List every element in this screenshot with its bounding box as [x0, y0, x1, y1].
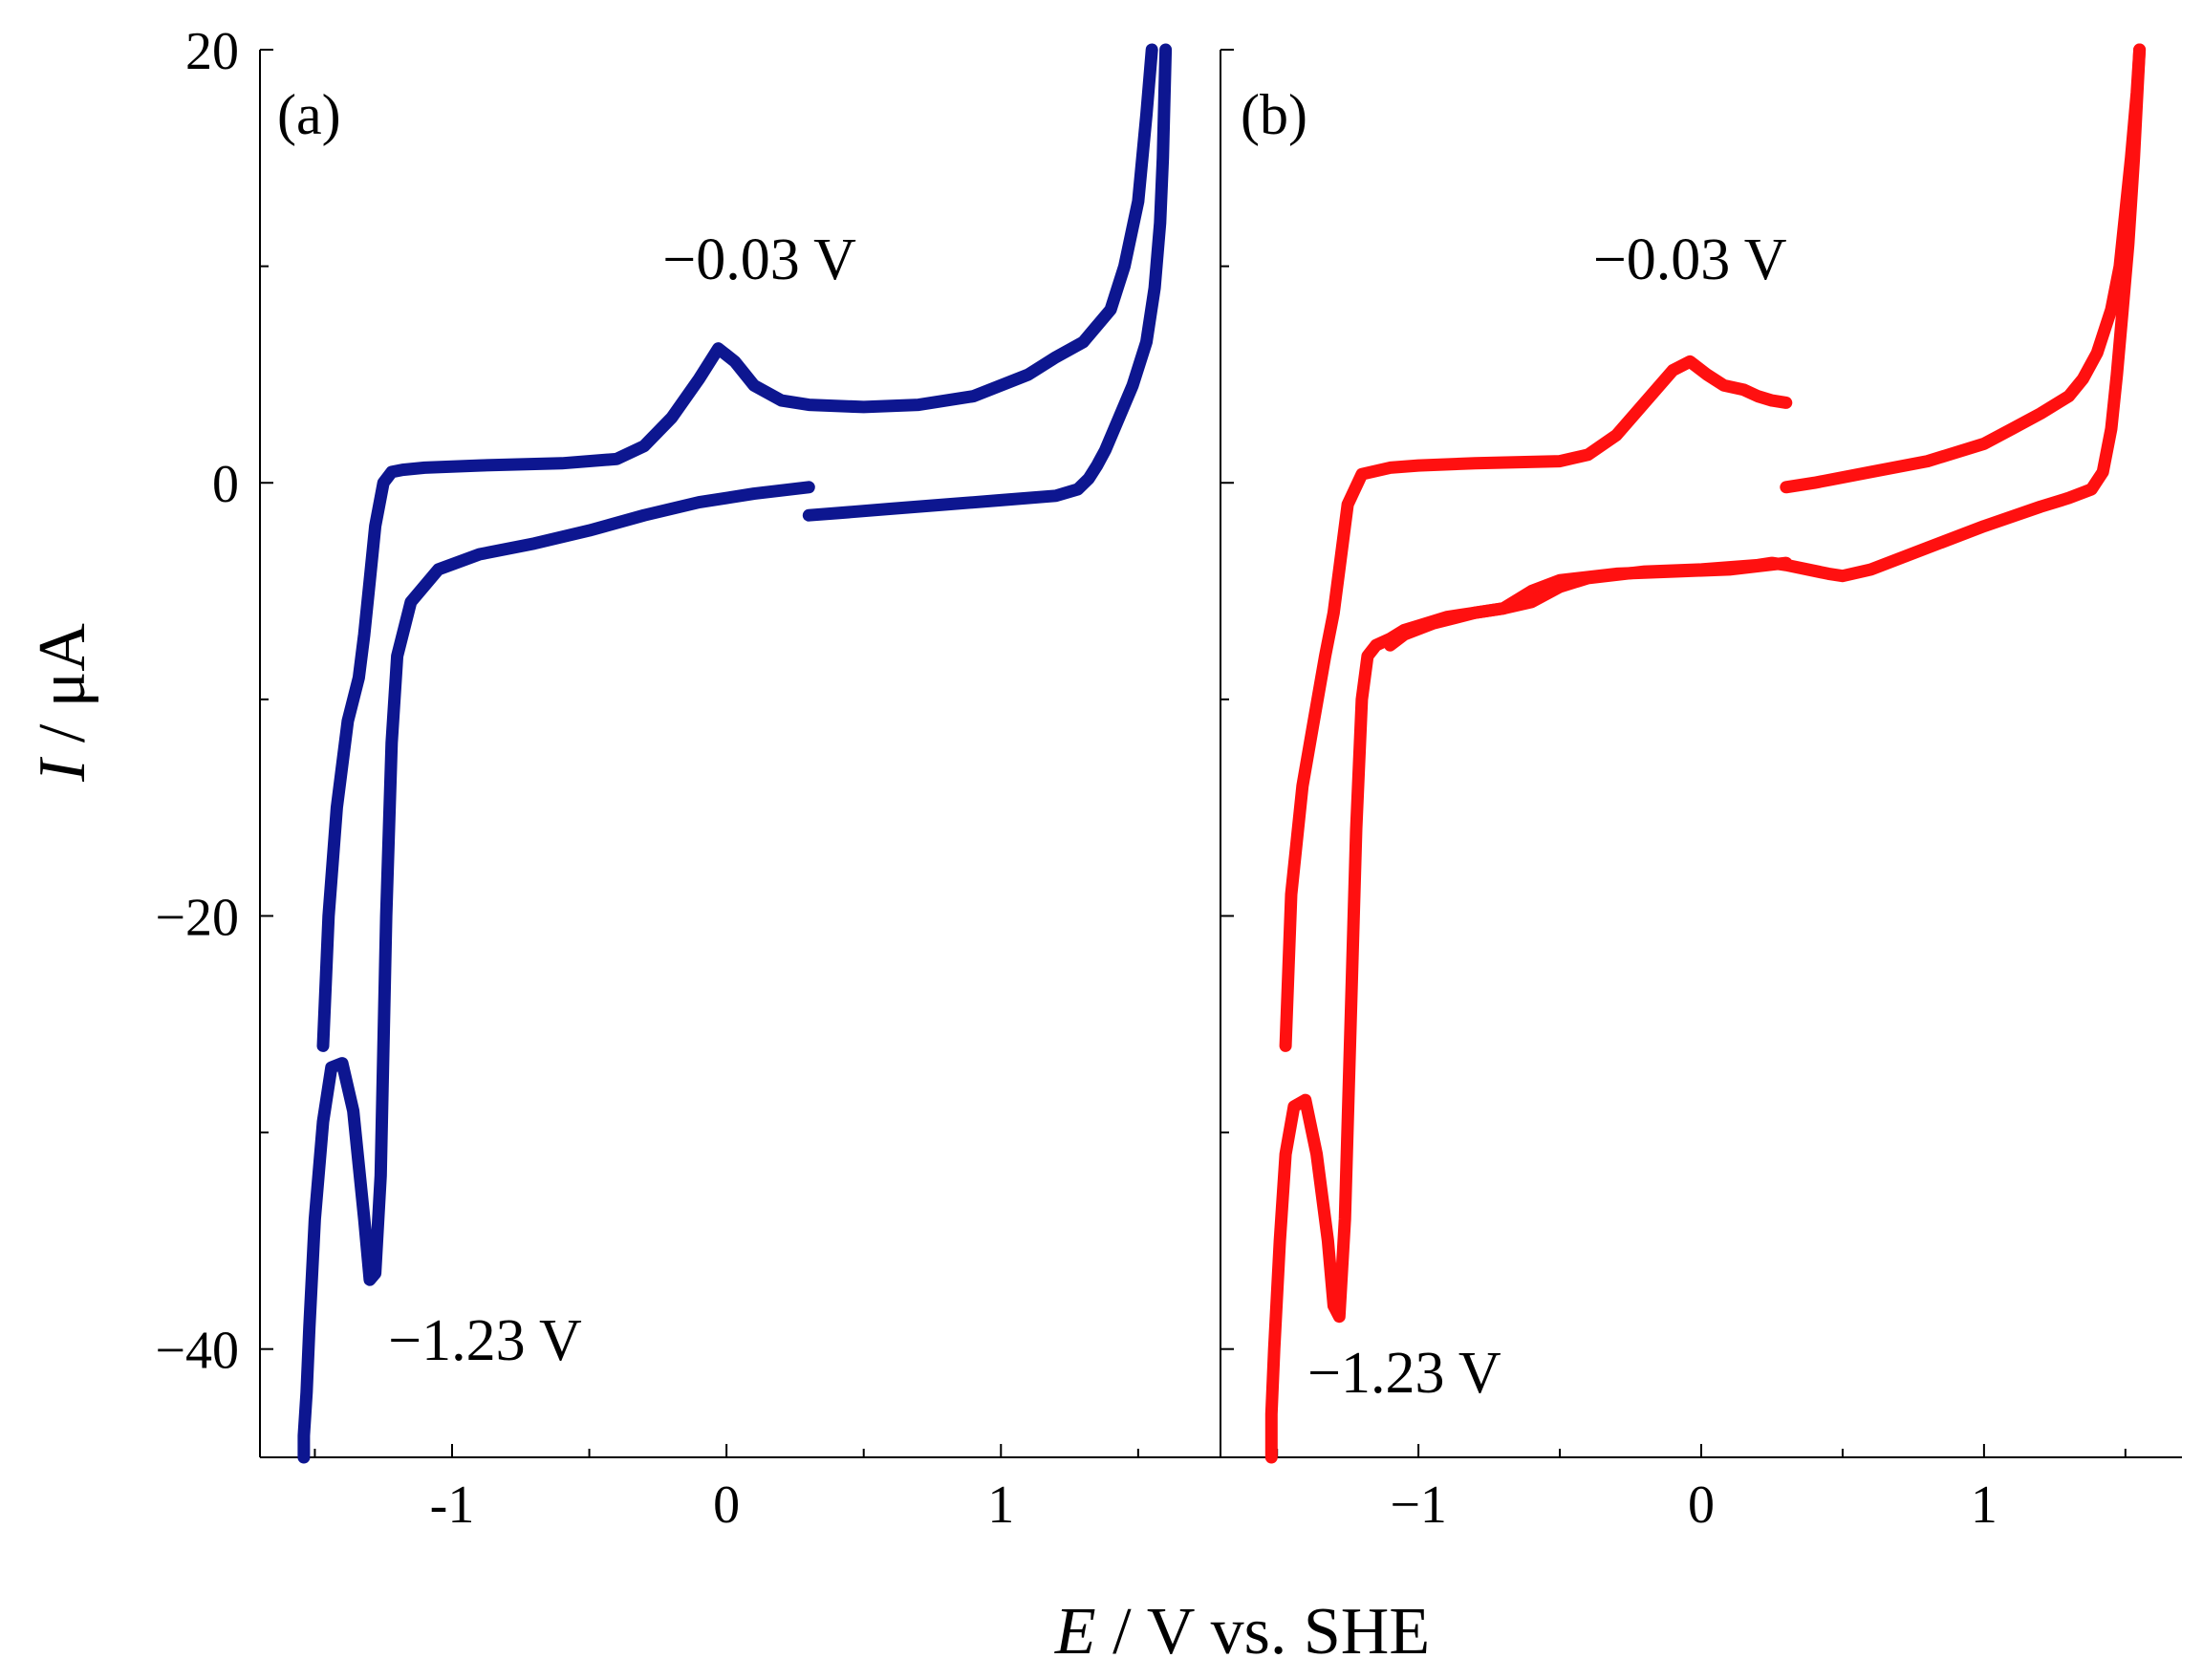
series-segment-3: [802, 43, 1173, 522]
y-tick-label: 0: [212, 455, 239, 514]
x-tick-label: 0: [1688, 1475, 1715, 1535]
series-segment-4: [1384, 43, 2147, 652]
x-tick-label: 0: [713, 1475, 740, 1535]
y-axis-title-symbol: I: [26, 756, 99, 783]
panel-b-curves: [1264, 43, 2147, 1464]
series-segment-1: [1264, 556, 1793, 1464]
panel-b: −1 0 1 (b) −0.03 V −1.23 V: [1220, 43, 2182, 1535]
x-axis-title-unit: / V vs. SHE: [1096, 1595, 1430, 1669]
panel-b-ticks: −1 0 1: [1220, 49, 2127, 1535]
panel-b-annotation-peak-high: −0.03 V: [1593, 227, 1787, 292]
y-tick-label: −40: [155, 1322, 239, 1381]
series-segment-2: [316, 43, 1158, 1052]
panel-a-ticks: -1 0 1 20 0 −20 −40: [155, 22, 1139, 1535]
y-axis-title-unit: / μA: [26, 623, 99, 760]
x-axis-title: E / V vs. SHE: [1054, 1595, 1430, 1669]
series-segment-2: [1279, 355, 1793, 1052]
y-tick-label: −20: [155, 888, 239, 947]
x-tick-label: 1: [1971, 1475, 1998, 1535]
y-tick-label: 20: [185, 22, 239, 81]
x-tick-label: -1: [430, 1475, 475, 1535]
panel-b-annotation-peak-low: −1.23 V: [1307, 1341, 1501, 1406]
series-segment-1: [297, 481, 815, 1464]
panel-a-annotation-peak-low: −1.23 V: [388, 1308, 582, 1373]
x-tick-label: 1: [987, 1475, 1014, 1535]
panel-a-annotation-peak-high: −0.03 V: [662, 227, 856, 292]
y-axis-title: I / μA: [26, 623, 99, 783]
panel-a-label: (a): [277, 83, 341, 146]
panel-a: -1 0 1 20 0 −20 −40 (a) −0.03 V −1.23 V: [155, 22, 1220, 1535]
series-segment-3: [1780, 43, 2147, 494]
x-tick-label: −1: [1390, 1475, 1447, 1535]
panel-a-curves: [297, 43, 1173, 1464]
panel-b-label: (b): [1241, 83, 1307, 146]
x-axis-title-symbol: E: [1054, 1595, 1096, 1669]
